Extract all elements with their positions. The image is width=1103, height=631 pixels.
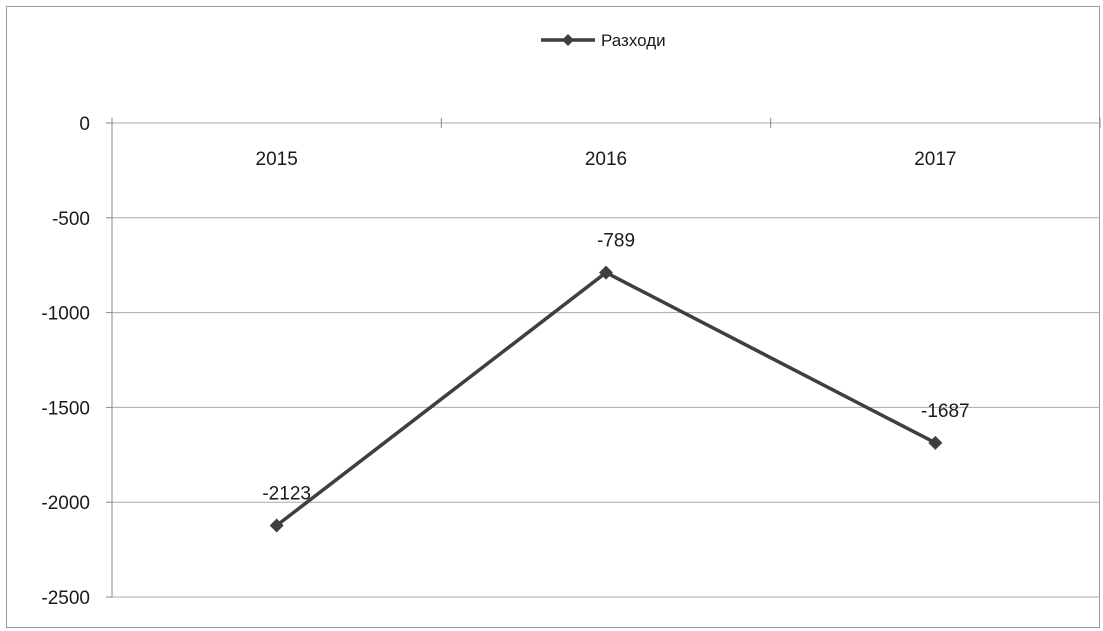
x-tick-label: 2017 <box>914 149 956 170</box>
data-label: -789 <box>597 231 635 252</box>
y-tick-label: -1000 <box>41 304 90 325</box>
y-tick-label: -1500 <box>41 398 90 419</box>
legend-label: Разходи <box>601 31 666 50</box>
legend-marker-icon <box>562 34 574 46</box>
y-tick-label: -500 <box>52 209 90 230</box>
data-point-marker <box>269 518 284 533</box>
series-line <box>275 270 937 527</box>
y-tick-label: 0 <box>79 114 90 135</box>
data-point-marker <box>928 435 943 450</box>
y-tick-label: -2500 <box>41 588 90 609</box>
data-point-marker <box>599 265 613 280</box>
y-tick-label: -2000 <box>41 493 90 514</box>
data-label: -2123 <box>262 484 311 505</box>
x-tick-label: 2016 <box>585 149 627 170</box>
data-label: -1687 <box>921 401 970 422</box>
chart-frame <box>6 6 1100 628</box>
x-tick-label: 2015 <box>256 149 298 170</box>
